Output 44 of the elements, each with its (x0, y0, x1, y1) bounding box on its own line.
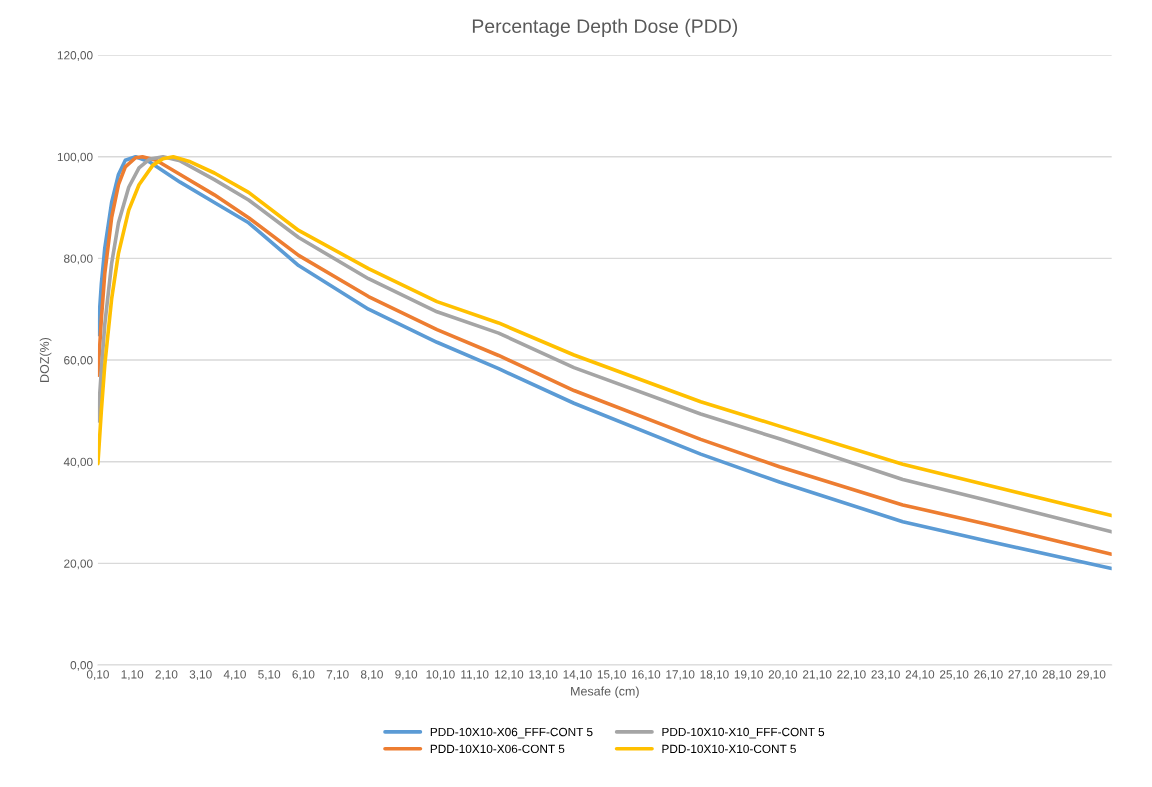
x-tick-label: 11,10 (461, 670, 489, 680)
x-tick-label: 26,10 (974, 670, 1003, 680)
x-tick-label: 1,10 (121, 670, 144, 680)
y-tick-label: 60,00 (64, 356, 93, 366)
x-tick-label: 7,10 (326, 670, 349, 680)
y-axis-title: DOZ(%) (39, 337, 52, 382)
x-tick-label: 20,10 (768, 670, 798, 680)
x-tick-label: 19,10 (734, 670, 763, 680)
x-tick-label: 13,10 (529, 670, 558, 680)
y-tick-label: 100,00 (57, 152, 93, 163)
y-tick-label: 0,00 (70, 661, 93, 671)
y-tick-label: 20,00 (64, 559, 93, 570)
x-tick-label: 15,10 (597, 670, 626, 680)
y-tick-label: 80,00 (64, 254, 93, 265)
x-tick-label: 9,10 (395, 670, 418, 680)
x-tick-label: 16,10 (632, 670, 661, 680)
x-tick-label: 23,10 (871, 670, 900, 680)
x-tick-label: 22,10 (837, 670, 866, 680)
x-tick-label: 6,10 (292, 670, 315, 680)
legend-label: PDD-10X10-X10_FFF-CONT 5 (662, 727, 825, 739)
y-tick-label: 120,00 (57, 51, 93, 61)
legend-label: PDD-10X10-X06-CONT 5 (430, 744, 565, 754)
x-tick-label: 28,10 (1042, 670, 1072, 680)
x-tick-label: 0,10 (86, 670, 109, 680)
x-tick-label: 18,10 (700, 670, 729, 680)
legend-label: PDD-10X10-X06_FFF-CONT 5 (430, 727, 593, 739)
x-tick-label: 25,10 (939, 670, 969, 680)
y-tick-label: 40,00 (63, 457, 93, 468)
x-tick-label: 29,10 (1076, 670, 1106, 680)
x-tick-label: 14,10 (563, 670, 592, 680)
x-tick-label: 24,10 (905, 670, 935, 680)
x-tick-label: 17,10 (666, 670, 695, 680)
x-tick-label: 12,10 (495, 670, 524, 680)
x-tick-label: 8,10 (360, 670, 383, 680)
x-tick-label: 5,10 (258, 670, 281, 680)
x-tick-label: 10,10 (426, 670, 455, 680)
x-tick-label: 4,10 (223, 670, 246, 680)
x-tick-label: 21,10 (802, 670, 832, 680)
chart-title: Percentage Depth Dose (PDD) (472, 18, 738, 37)
legend-label: PDD-10X10-X10-CONT 5 (662, 744, 796, 754)
x-axis-title: Mesafe (cm) (571, 686, 639, 699)
x-tick-label: 27,10 (1008, 670, 1037, 680)
x-tick-label: 2,10 (155, 670, 178, 680)
x-tick-label: 3,10 (189, 670, 212, 680)
